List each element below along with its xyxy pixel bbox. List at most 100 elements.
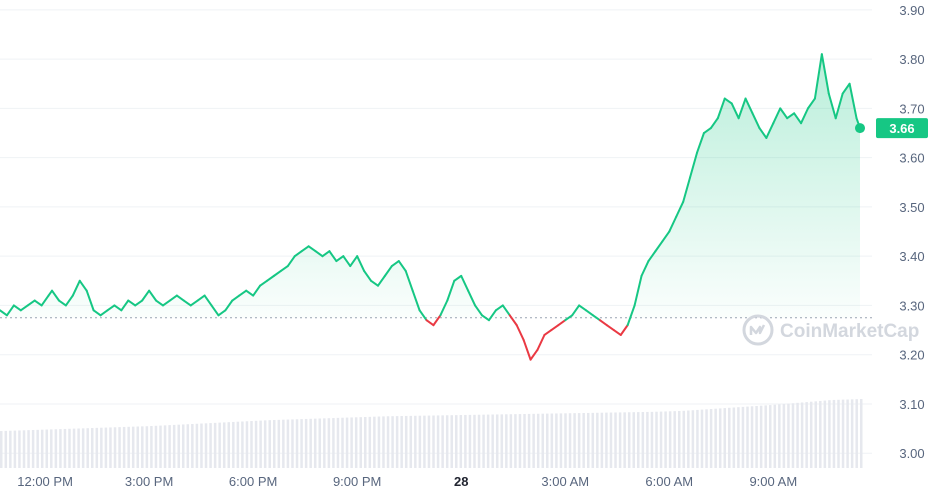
volume-bar — [637, 412, 640, 468]
price-segment — [272, 269, 282, 277]
volume-bar — [195, 423, 199, 468]
price-segment — [26, 299, 36, 307]
volume-bar — [782, 403, 786, 468]
price-segment — [182, 299, 192, 307]
price-segment — [342, 255, 352, 268]
volume-bar — [54, 429, 58, 468]
volume-bar — [778, 404, 781, 468]
volume-bar — [700, 409, 704, 468]
volume-bar — [113, 427, 117, 468]
volume-bar — [432, 415, 435, 468]
volume-bar — [350, 417, 353, 468]
volume-bar — [659, 411, 663, 468]
volume-bar — [546, 413, 549, 468]
volume-bar — [559, 413, 563, 468]
price-segment — [591, 314, 601, 322]
volume-bar — [732, 407, 736, 468]
volume-bar — [91, 428, 94, 468]
volume-bar — [222, 422, 226, 468]
volume-bar — [31, 429, 35, 468]
volume-bar — [409, 415, 413, 468]
volume-bar — [677, 410, 681, 468]
volume-bar — [373, 416, 376, 468]
price-segment — [619, 324, 629, 336]
price-segment — [481, 314, 490, 322]
price-segment — [515, 324, 525, 341]
price-segment — [474, 304, 484, 317]
price-segment — [349, 255, 359, 268]
volume-bar — [300, 419, 303, 468]
price-segment — [529, 348, 539, 361]
volume-bar — [609, 412, 613, 468]
price-segment — [841, 82, 851, 95]
price-segment — [148, 289, 158, 302]
price-segment — [501, 304, 511, 317]
y-tick-label: 3.90 — [899, 3, 924, 18]
volume-bar — [632, 412, 635, 468]
price-segment — [113, 304, 123, 312]
volume-bar — [191, 423, 194, 468]
volume-bar — [568, 413, 572, 468]
volume-bar — [755, 405, 758, 468]
volume-bar — [418, 415, 422, 468]
price-segment — [5, 304, 15, 317]
volume-bar — [523, 413, 526, 468]
price-segment — [640, 260, 650, 277]
volume-bar — [122, 426, 126, 468]
volume-bar — [819, 400, 822, 468]
volume-bar — [450, 415, 453, 468]
volume-bar — [837, 399, 840, 468]
volume-bar — [364, 416, 367, 468]
volume-bar — [505, 414, 508, 468]
volume-bar — [532, 413, 535, 468]
price-segment — [300, 245, 310, 253]
price-segment — [737, 97, 747, 120]
price-segment — [356, 255, 366, 272]
price-area — [0, 54, 860, 318]
price-segment — [397, 260, 407, 272]
price-segment — [307, 245, 317, 253]
volume-bar — [245, 421, 249, 468]
volume-bar — [527, 413, 531, 468]
volume-bar — [263, 420, 267, 468]
volume-bar — [313, 418, 317, 468]
price-segment — [217, 309, 227, 317]
volume-bar — [646, 411, 649, 468]
volume-bar — [841, 399, 845, 468]
volume-bar — [213, 422, 217, 468]
price-segment — [85, 289, 95, 312]
volume-bar — [341, 417, 344, 468]
price-segment — [245, 289, 255, 297]
x-tick-label: 9:00 PM — [333, 474, 381, 489]
volume-bar — [131, 426, 135, 468]
volume-bar — [277, 419, 281, 468]
y-tick-label: 3.20 — [899, 348, 924, 363]
x-tick-label: 9:00 AM — [749, 474, 797, 489]
volume-bar — [514, 414, 517, 468]
volume-bar — [414, 415, 417, 468]
volume-bar — [182, 424, 185, 468]
volume-bar — [691, 410, 695, 468]
volume-bar — [0, 431, 3, 468]
volume-bar — [150, 426, 153, 468]
volume-bar — [59, 429, 62, 468]
price-segment — [716, 97, 726, 120]
volume-bar — [555, 413, 558, 468]
volume-bar — [459, 415, 463, 468]
y-tick-label: 3.80 — [899, 52, 924, 67]
x-tick-label: 6:00 AM — [645, 474, 693, 489]
y-axis: 3.00 3.10 3.20 3.30 3.40 3.50 3.60 3.70 3.80 3.90 — [899, 3, 924, 461]
volume-bar — [377, 416, 381, 468]
price-segment — [64, 294, 74, 307]
volume-bar — [368, 416, 372, 468]
price-segment — [286, 255, 296, 268]
price-segment — [668, 215, 678, 233]
volume-bar — [218, 422, 221, 468]
price-segment — [467, 289, 477, 307]
volume-bar — [100, 427, 103, 468]
price-segment — [120, 299, 130, 312]
price-segment — [647, 250, 657, 263]
volume-bar — [473, 414, 476, 468]
volume-bar — [427, 415, 431, 468]
volume-bar — [118, 427, 121, 468]
